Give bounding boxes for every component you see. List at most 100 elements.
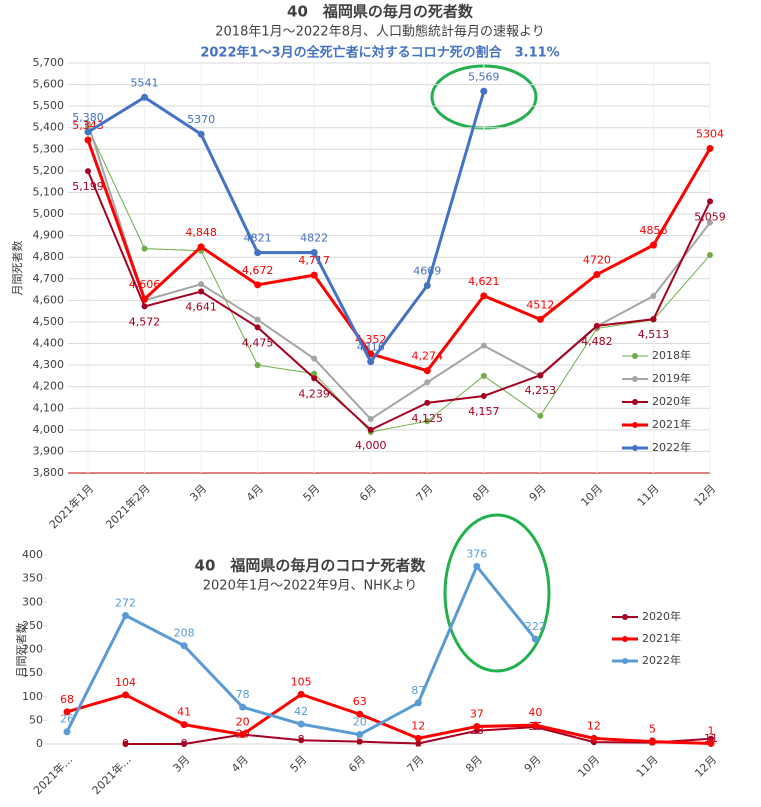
- series-line: [87, 123, 711, 421]
- data-label: 5541: [131, 76, 159, 89]
- data-label: 4,125: [412, 412, 444, 425]
- data-point: [141, 93, 149, 101]
- data-point: [254, 281, 262, 289]
- data-label: 376: [466, 547, 487, 560]
- y-tick-label: 5,500: [33, 99, 65, 112]
- data-label: 4,572: [129, 315, 161, 328]
- data-label: 11: [704, 732, 718, 745]
- data-point: [197, 243, 205, 251]
- data-label: 0: [181, 737, 188, 750]
- y-tick-label: 3,800: [33, 466, 65, 479]
- highlight-ellipse: [443, 513, 551, 673]
- data-point: [122, 611, 130, 619]
- chart-subtitle: 2020年1月～2022年9月、NHKより: [203, 579, 417, 594]
- y-tick-label: 50: [29, 713, 43, 726]
- y-tick-label: 300: [22, 595, 43, 608]
- data-point: [85, 120, 91, 127]
- data-point: [63, 728, 71, 736]
- data-point: [85, 168, 91, 175]
- data-point: [423, 281, 431, 289]
- data-point: [239, 703, 247, 711]
- legend-label: 2020年: [642, 609, 681, 623]
- data-label: 4,606: [129, 278, 161, 291]
- data-point: [141, 245, 148, 252]
- data-point: [367, 416, 374, 423]
- legend-label: 2022年: [652, 440, 691, 454]
- legend-label: 2022年: [642, 653, 681, 667]
- chart-title: 40 福岡県の毎月のコロナ死者数: [195, 557, 427, 575]
- data-point: [537, 412, 544, 419]
- y-tick-label: 0: [36, 737, 43, 750]
- legend-label: 2018年: [652, 348, 691, 362]
- data-point: [480, 292, 488, 300]
- y-tick-label: 350: [22, 572, 43, 585]
- y-axis-label: 月間死者数: [15, 623, 28, 678]
- data-point: [593, 270, 601, 278]
- data-point: [707, 740, 715, 748]
- data-label: 4,239: [298, 387, 330, 400]
- data-label: 8: [298, 733, 305, 746]
- data-point: [198, 288, 205, 295]
- data-label: 105: [291, 675, 312, 688]
- legend-marker: [622, 636, 628, 642]
- data-point: [254, 249, 262, 257]
- data-label: 41: [177, 706, 191, 719]
- data-label: 1: [708, 725, 715, 738]
- data-point: [311, 370, 318, 377]
- data-label: 4,352: [355, 333, 387, 346]
- data-point: [650, 316, 657, 323]
- data-label: 5,059: [694, 210, 726, 223]
- data-point: [356, 710, 364, 718]
- data-point: [423, 367, 431, 375]
- chart-subtitle: 2018年1月～2022年8月、人口動態統計毎月の速報より: [215, 24, 544, 40]
- data-label: 4,157: [468, 405, 500, 418]
- y-tick-label: 4,600: [33, 293, 65, 306]
- legend-marker: [632, 353, 638, 359]
- data-point: [254, 362, 261, 369]
- data-point: [141, 295, 149, 303]
- data-point: [649, 241, 657, 249]
- annotation: 2022年1～3月の全死亡者に対するコロナ死の割合 3.11%: [200, 45, 559, 61]
- data-point: [141, 303, 148, 310]
- y-tick-label: 5,700: [33, 56, 65, 69]
- data-point: [480, 87, 488, 95]
- data-point: [180, 721, 188, 729]
- series-line: [87, 127, 711, 433]
- data-point: [254, 316, 261, 323]
- data-label: 4,641: [185, 301, 217, 314]
- y-tick-label: 5,200: [33, 164, 65, 177]
- data-label: 4,621: [468, 275, 500, 288]
- data-point: [707, 252, 713, 259]
- y-tick-label: 4,000: [33, 423, 65, 436]
- data-point: [356, 731, 364, 739]
- data-label: 4512: [526, 298, 554, 311]
- data-point: [706, 144, 714, 152]
- data-point: [181, 741, 188, 747]
- data-point: [84, 128, 92, 136]
- data-label: 26: [60, 713, 74, 726]
- data-point: [414, 734, 422, 742]
- data-point: [311, 375, 318, 382]
- data-label: 4,482: [581, 335, 613, 348]
- data-point: [239, 731, 247, 739]
- data-label: 104: [115, 676, 136, 689]
- data-label: 5,199: [72, 180, 104, 193]
- data-point: [84, 136, 92, 144]
- data-label: 12: [411, 719, 425, 732]
- data-point: [414, 699, 422, 707]
- data-point: [367, 358, 375, 366]
- data-label: 4,513: [638, 328, 670, 341]
- data-point: [590, 734, 598, 742]
- data-point: [473, 562, 481, 570]
- series-line: [86, 139, 712, 373]
- y-tick-label: 4,500: [33, 315, 65, 328]
- data-point: [297, 690, 305, 698]
- data-label: 5304: [696, 127, 724, 140]
- data-point: [197, 130, 205, 138]
- data-label: 4,253: [525, 384, 557, 397]
- y-tick-label: 3,900: [33, 444, 65, 457]
- data-point: [298, 737, 305, 744]
- data-point: [63, 708, 71, 716]
- data-label: 5,569: [468, 70, 500, 83]
